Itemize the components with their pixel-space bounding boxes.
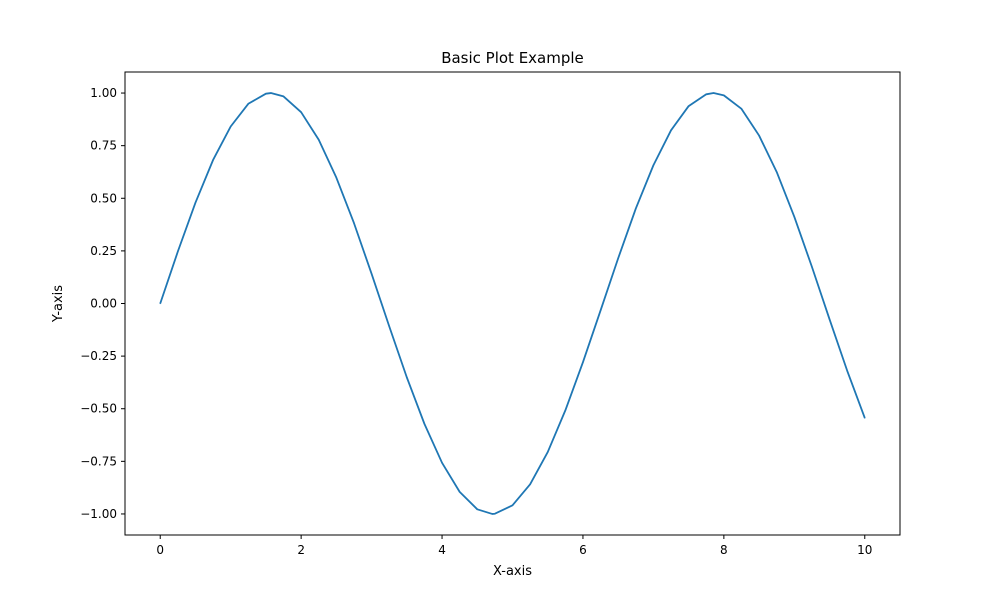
y-tick-label: −0.75 — [80, 454, 117, 468]
x-tick-label: 10 — [857, 543, 872, 557]
data-point — [177, 250, 179, 253]
data-point — [617, 257, 619, 259]
data-point — [423, 423, 426, 425]
x-axis-ticks: 0 2 4 6 8 10 — [156, 535, 872, 557]
x-tick-label: 4 — [438, 543, 446, 557]
x-tick-label: 0 — [156, 543, 164, 557]
data-point — [793, 216, 795, 218]
data-point — [846, 370, 848, 372]
x-axis-label: X-axis — [493, 564, 532, 579]
x-tick-label: 8 — [720, 543, 728, 557]
data-point — [459, 491, 461, 493]
data-point — [564, 409, 566, 412]
data-point — [705, 93, 707, 95]
data-point — [230, 125, 232, 128]
chart-title: Basic Plot Example — [441, 49, 584, 67]
y-axis-label: Y-axis — [51, 285, 66, 323]
data-point — [318, 139, 320, 141]
data-point — [635, 207, 637, 210]
y-tick-label: 0.00 — [90, 297, 117, 311]
data-point — [582, 361, 584, 363]
data-point — [599, 309, 602, 312]
data-point — [441, 462, 443, 464]
y-tick-label: 1.00 — [90, 86, 117, 100]
data-point — [335, 177, 337, 179]
data-point — [212, 159, 214, 161]
y-tick-label: −0.25 — [80, 349, 117, 363]
data-point — [547, 451, 549, 453]
data-point — [300, 111, 302, 113]
data-point — [758, 134, 760, 137]
y-tick-label: 0.50 — [90, 191, 117, 205]
y-axis-ticks: 1.00 0.75 0.50 0.25 0.00 −0.25 −0.50 −0.75 −1.00 — [80, 86, 125, 521]
data-point — [529, 483, 531, 485]
data-point — [265, 93, 267, 95]
data-point — [247, 103, 249, 105]
x-tick-label: 2 — [297, 543, 305, 557]
data-point — [476, 508, 478, 510]
data-point — [370, 273, 373, 275]
data-point — [491, 513, 493, 515]
y-tick-label: 0.75 — [90, 139, 117, 153]
data-point — [406, 376, 408, 378]
data-point — [159, 302, 161, 305]
data-point — [864, 417, 866, 419]
data-point — [388, 325, 390, 327]
data-point — [776, 171, 778, 173]
data-point — [723, 94, 725, 96]
y-tick-label: −0.50 — [80, 402, 117, 416]
plot-layer — [159, 92, 866, 515]
y-tick-label: −1.00 — [80, 507, 117, 521]
data-point — [740, 108, 743, 110]
y-tick-label: 0.25 — [90, 244, 117, 258]
data-point — [652, 164, 655, 166]
data-point — [811, 266, 813, 268]
data-point — [828, 318, 831, 320]
x-tick-label: 6 — [579, 543, 587, 557]
data-point — [712, 92, 715, 94]
data-point — [688, 105, 690, 107]
data-point — [511, 504, 514, 506]
data-point — [353, 222, 355, 224]
data-point — [270, 92, 272, 94]
data-point — [670, 129, 672, 131]
data-point — [494, 513, 496, 515]
data-point — [194, 202, 197, 204]
data-point — [282, 95, 285, 98]
series-line — [159, 92, 866, 515]
